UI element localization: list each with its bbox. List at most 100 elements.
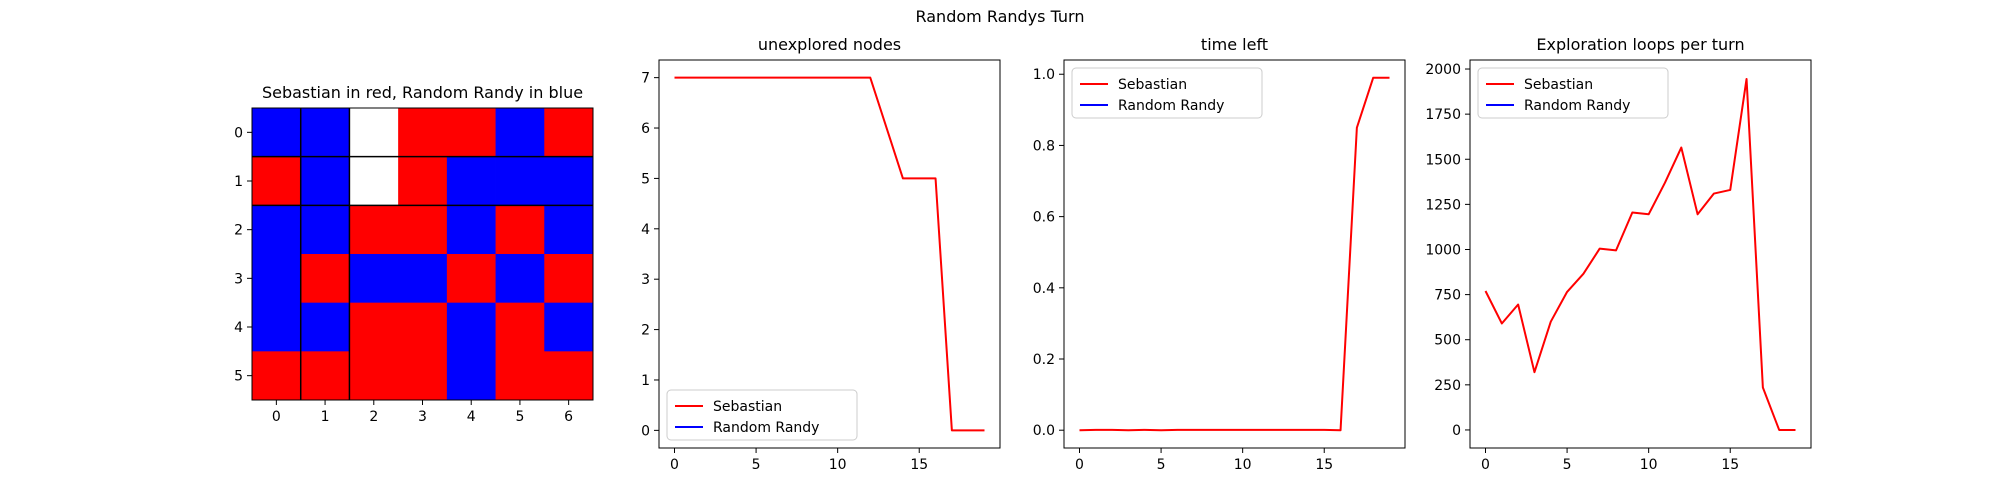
x-tick-label: 5 [1563, 457, 1572, 473]
x-tick-label: 5 [1157, 457, 1166, 473]
line-panel-1: unexplored nodes 0 5 10 15 0 1 2 3 4 5 6 7 Sebastian R… [641, 35, 1001, 473]
heatmap-cell [446, 254, 496, 304]
heatmap-cell [300, 205, 350, 255]
axes-title: time left [1201, 35, 1268, 54]
y-tick-label: 0.6 [1033, 210, 1055, 226]
x-tick-label: 3 [418, 409, 427, 425]
heatmap-cell [300, 351, 350, 401]
heatmap-cell [300, 302, 350, 352]
heatmap-cell [349, 351, 399, 401]
y-tick-label: 500 [1434, 333, 1461, 349]
legend-label: Sebastian [1118, 77, 1187, 93]
figure-suptitle: Random Randys Turn [915, 7, 1084, 26]
line-panel-2: time left 0 5 10 15 0.0 0.2 0.4 0.6 0.8 1.0 Sebasti… [1033, 35, 1406, 473]
heatmap-cell [252, 156, 302, 206]
heatmap-cell [544, 351, 594, 401]
axes-frame [1469, 59, 1812, 449]
legend-label: Random Randy [1524, 98, 1630, 114]
heatmap-panel: Sebastian in red, Random Randy in blue 0 1… [234, 83, 594, 425]
heatmap-cell [349, 108, 399, 158]
x-tick-label: 10 [829, 457, 847, 473]
heatmap-cell [300, 254, 350, 304]
legend-label: Random Randy [1118, 98, 1224, 114]
heatmap-cell [446, 351, 496, 401]
y-tick-label: 0.0 [1033, 423, 1055, 439]
heatmap-cell [495, 108, 545, 158]
y-tick-label: 0.4 [1033, 281, 1055, 297]
y-tick-label: 250 [1434, 378, 1461, 394]
heatmap-cell [446, 108, 496, 158]
y-tick-label: 2 [234, 223, 243, 239]
y-tick-label: 1 [641, 373, 650, 389]
legend-box [666, 389, 858, 441]
legend-box [1477, 67, 1669, 119]
heatmap-cell [495, 351, 545, 401]
y-tick-label: 1500 [1425, 152, 1461, 168]
heatmap-cell [349, 302, 399, 352]
y-tick-label: 4 [234, 320, 243, 336]
heatmap-cell [252, 254, 302, 304]
heatmap-cell [349, 156, 399, 206]
heatmap-cell [544, 108, 594, 158]
x-tick-label: 10 [1640, 457, 1658, 473]
heatmap-cell [252, 108, 302, 158]
legend-label: Sebastian [1524, 77, 1593, 93]
x-tick-label: 1 [321, 409, 330, 425]
y-tick-label: 6 [641, 121, 650, 137]
heatmap-cell [252, 302, 302, 352]
legend: Sebastian Random Randy [1071, 67, 1263, 119]
y-tick-label: 0 [641, 423, 650, 439]
heatmap-title: Sebastian in red, Random Randy in blue [262, 83, 583, 102]
y-tick-label: 1750 [1425, 107, 1461, 123]
y-tick-label: 0 [1452, 423, 1461, 439]
heatmap-cell [495, 254, 545, 304]
y-tick-label: 5 [234, 369, 243, 385]
heatmap-cell [398, 254, 448, 304]
series-line-sebastian [1079, 76, 1390, 432]
x-tick-label: 15 [1315, 457, 1333, 473]
y-tick-label: 1000 [1425, 242, 1461, 258]
heatmap-cell [252, 351, 302, 401]
x-tick-label: 2 [369, 409, 378, 425]
x-tick-label: 0 [272, 409, 281, 425]
series-line-sebastian [1484, 77, 1796, 431]
x-tick-label: 5 [752, 457, 761, 473]
heatmap-cell [398, 302, 448, 352]
y-tick-label: 3 [641, 272, 650, 288]
y-tick-label: 7 [641, 71, 650, 87]
heatmap-cell [544, 254, 594, 304]
heatmap-cell [300, 156, 350, 206]
x-tick-label: 15 [910, 457, 928, 473]
y-tick-label: 750 [1434, 288, 1461, 304]
x-tick-label: 0 [1075, 457, 1084, 473]
heatmap-cell [446, 156, 496, 206]
y-tick-label: 2000 [1425, 62, 1461, 78]
heatmap-cells [252, 108, 594, 401]
x-tick-label: 10 [1234, 457, 1252, 473]
heatmap-cell [446, 205, 496, 255]
legend: Sebastian Random Randy [1477, 67, 1669, 119]
legend-label: Sebastian [713, 399, 782, 415]
axes-title: unexplored nodes [758, 35, 901, 54]
heatmap-cell [349, 205, 399, 255]
y-tick-label: 2 [641, 323, 650, 339]
y-tick-label: 1 [234, 174, 243, 190]
heatmap-cell [398, 205, 448, 255]
y-tick-label: 1250 [1425, 197, 1461, 213]
axes-title: Exploration loops per turn [1536, 35, 1744, 54]
y-tick-label: 5 [641, 171, 650, 187]
y-tick-label: 0.2 [1033, 352, 1055, 368]
heatmap-cell [252, 205, 302, 255]
legend-label: Random Randy [713, 420, 819, 436]
line-panel-3: Exploration loops per turn 0 5 10 15 0 250 500 7… [1425, 35, 1812, 473]
x-tick-label: 0 [670, 457, 679, 473]
x-tick-label: 5 [515, 409, 524, 425]
y-tick-label: 3 [234, 271, 243, 287]
series-line-sebastian [674, 76, 985, 432]
heatmap-cell [300, 108, 350, 158]
heatmap-cell [446, 302, 496, 352]
heatmap-cell [544, 156, 594, 206]
heatmap-cell [495, 205, 545, 255]
